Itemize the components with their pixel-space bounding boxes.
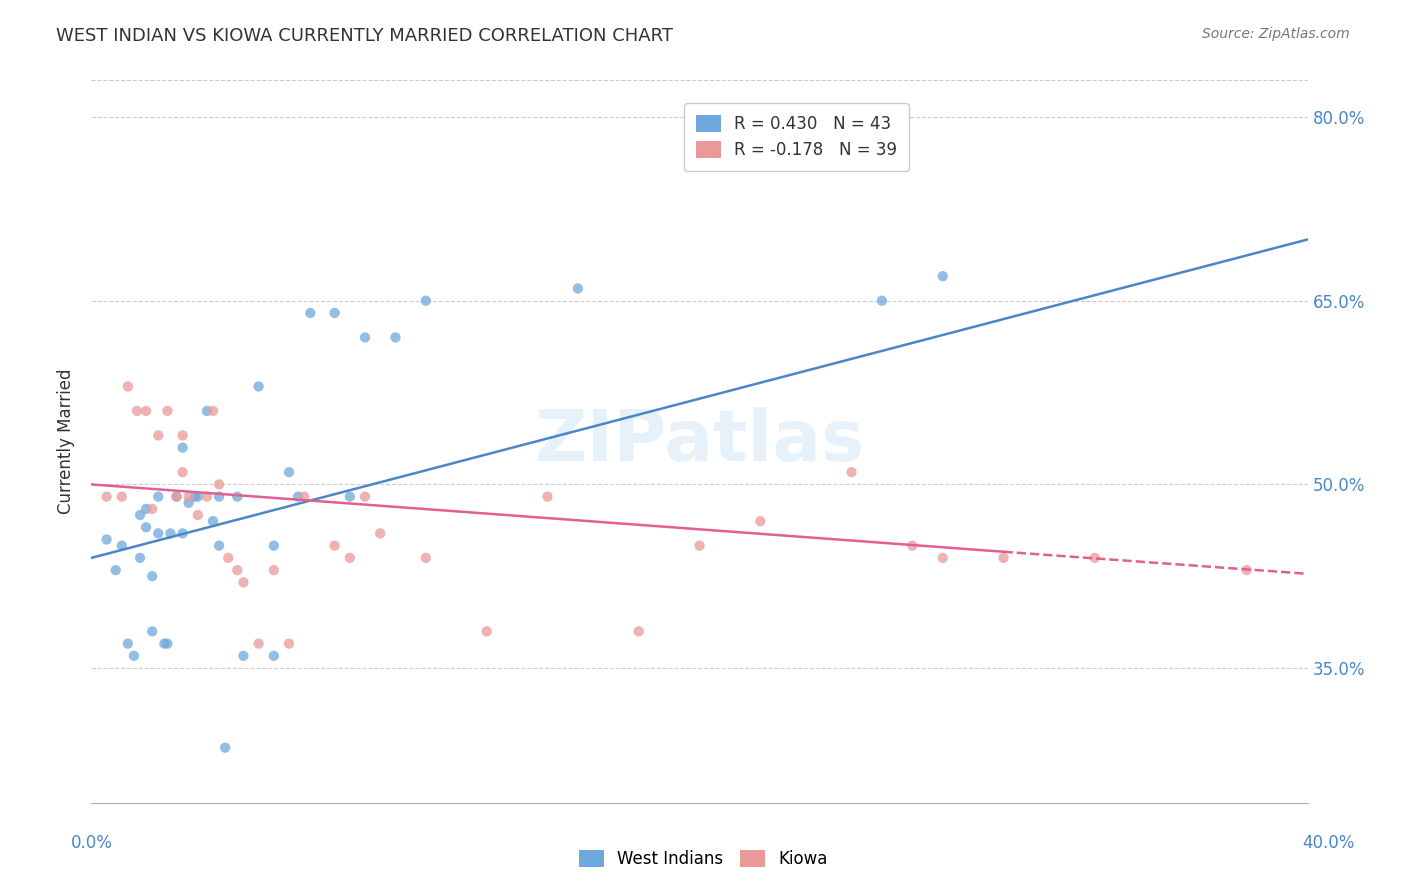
Point xyxy=(172,465,194,479)
Point xyxy=(278,465,301,479)
Point xyxy=(901,539,924,553)
Point xyxy=(208,490,231,504)
Point xyxy=(156,404,179,418)
Point xyxy=(278,637,301,651)
Point xyxy=(129,508,152,522)
Point xyxy=(1236,563,1258,577)
Point xyxy=(749,514,772,528)
Point xyxy=(415,550,437,565)
Point xyxy=(1084,550,1107,565)
Point xyxy=(368,526,391,541)
Point xyxy=(135,404,157,418)
Point xyxy=(172,526,194,541)
Point xyxy=(870,293,893,308)
Point xyxy=(208,477,231,491)
Point xyxy=(187,508,209,522)
Point xyxy=(841,465,863,479)
Point xyxy=(117,379,139,393)
Point xyxy=(202,404,225,418)
Text: Source: ZipAtlas.com: Source: ZipAtlas.com xyxy=(1202,27,1350,41)
Point xyxy=(688,539,710,553)
Point xyxy=(141,502,163,516)
Point xyxy=(111,539,134,553)
Point xyxy=(627,624,650,639)
Legend: West Indians, Kiowa: West Indians, Kiowa xyxy=(572,843,834,875)
Point xyxy=(214,740,236,755)
Point xyxy=(299,306,322,320)
Point xyxy=(96,533,118,547)
Point xyxy=(148,526,170,541)
Point xyxy=(323,306,346,320)
Point xyxy=(141,569,163,583)
Point xyxy=(153,637,176,651)
Point xyxy=(148,490,170,504)
Point xyxy=(156,637,179,651)
Point xyxy=(339,490,361,504)
Point xyxy=(232,575,254,590)
Point xyxy=(567,281,589,295)
Point xyxy=(339,550,361,565)
Point xyxy=(354,330,377,344)
Point xyxy=(125,404,148,418)
Point xyxy=(166,490,188,504)
Point xyxy=(96,490,118,504)
Point xyxy=(184,490,207,504)
Point xyxy=(323,539,346,553)
Point xyxy=(135,502,157,516)
Point xyxy=(415,293,437,308)
Point xyxy=(187,490,209,504)
Point xyxy=(208,539,231,553)
Point xyxy=(475,624,498,639)
Point xyxy=(226,490,249,504)
Text: 0.0%: 0.0% xyxy=(70,834,112,852)
Point xyxy=(263,539,285,553)
Point xyxy=(172,441,194,455)
Point xyxy=(141,624,163,639)
Point xyxy=(263,648,285,663)
Point xyxy=(111,490,134,504)
Point xyxy=(177,490,200,504)
Point xyxy=(148,428,170,442)
Point xyxy=(292,490,315,504)
Point xyxy=(166,490,188,504)
Point xyxy=(104,563,127,577)
Point xyxy=(159,526,181,541)
Text: 40.0%: 40.0% xyxy=(1302,834,1355,852)
Point xyxy=(195,404,218,418)
Point xyxy=(993,550,1015,565)
Point xyxy=(232,648,254,663)
Point xyxy=(247,379,270,393)
Point xyxy=(263,563,285,577)
Point xyxy=(117,637,139,651)
Point xyxy=(931,550,953,565)
Point xyxy=(217,550,239,565)
Point xyxy=(177,496,200,510)
Point xyxy=(536,490,558,504)
Point xyxy=(172,428,194,442)
Y-axis label: Currently Married: Currently Married xyxy=(58,368,76,515)
Point xyxy=(129,550,152,565)
Legend: R = 0.430   N = 43, R = -0.178   N = 39: R = 0.430 N = 43, R = -0.178 N = 39 xyxy=(685,103,910,171)
Point xyxy=(122,648,145,663)
Point xyxy=(226,563,249,577)
Point xyxy=(384,330,406,344)
Point xyxy=(354,490,377,504)
Point xyxy=(135,520,157,534)
Text: WEST INDIAN VS KIOWA CURRENTLY MARRIED CORRELATION CHART: WEST INDIAN VS KIOWA CURRENTLY MARRIED C… xyxy=(56,27,673,45)
Point xyxy=(202,514,225,528)
Point xyxy=(195,490,218,504)
Text: ZIPatlas: ZIPatlas xyxy=(534,407,865,476)
Point xyxy=(287,490,309,504)
Point xyxy=(931,269,953,284)
Point xyxy=(247,637,270,651)
